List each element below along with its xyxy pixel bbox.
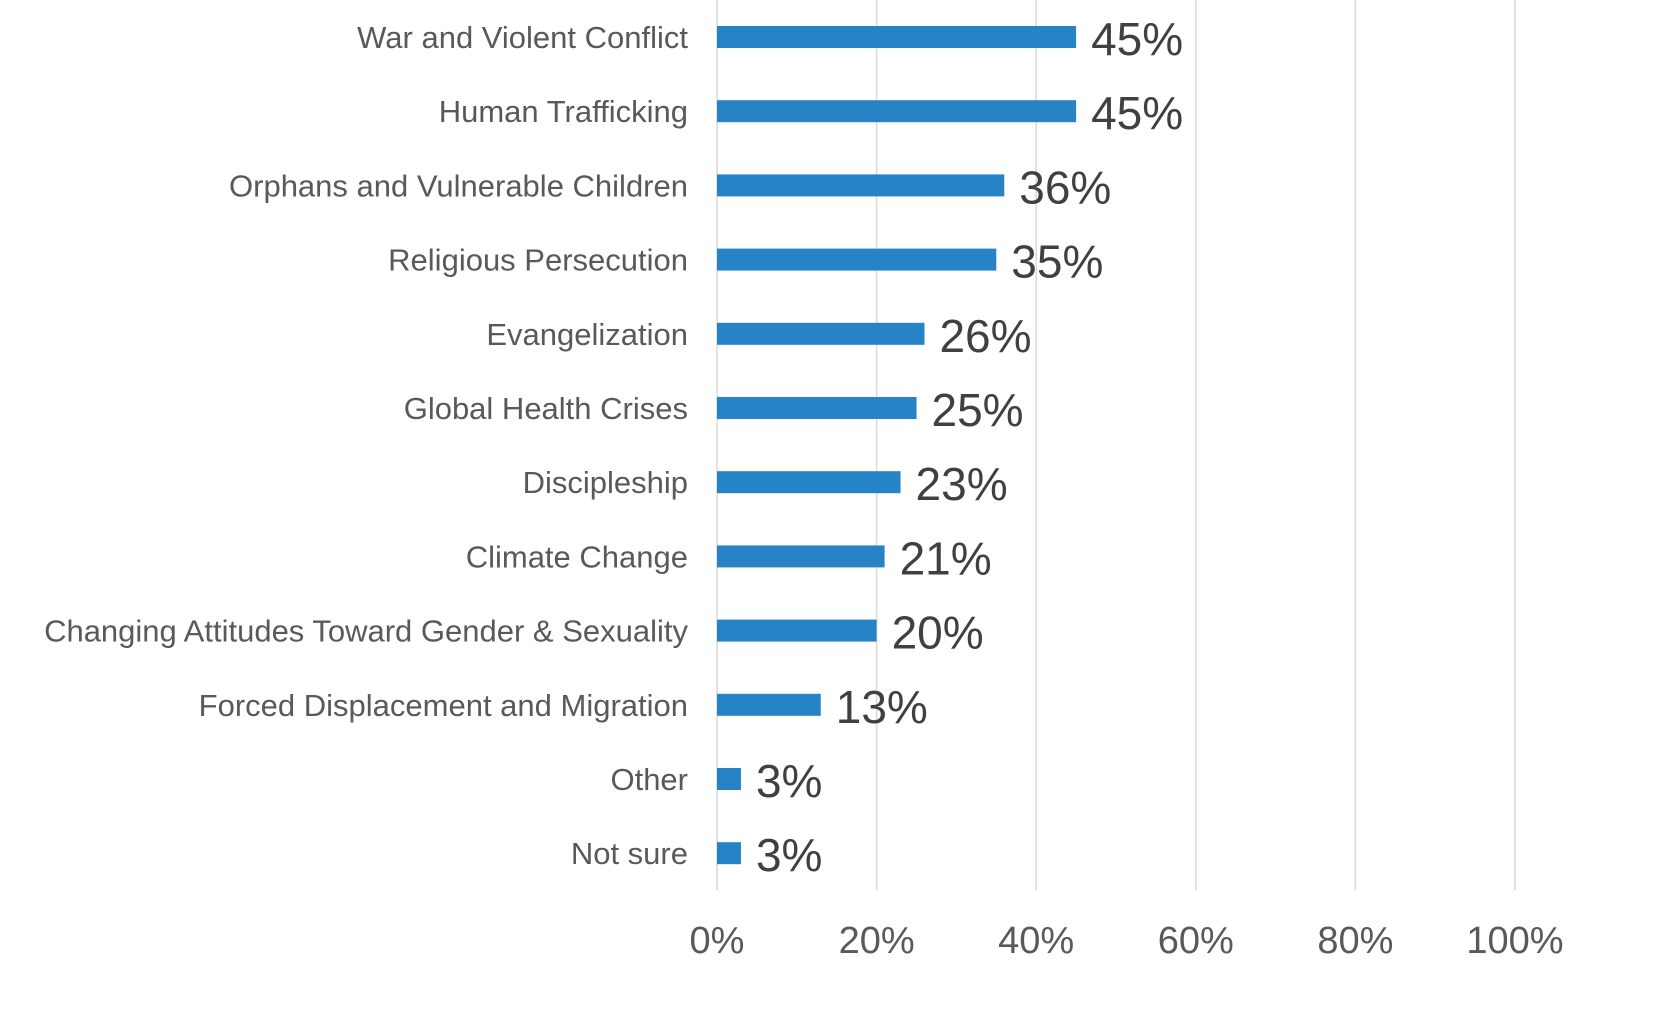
category-label: Other	[610, 762, 688, 797]
x-tick-label: 100%	[1466, 920, 1563, 962]
data-label: 21%	[900, 532, 992, 584]
x-tick-label: 60%	[1158, 920, 1234, 962]
category-label: War and Violent Conflict	[357, 20, 688, 55]
bar	[717, 768, 741, 790]
category-label: Evangelization	[486, 317, 688, 352]
gridlines	[716, 0, 1516, 890]
data-label: 35%	[1011, 236, 1103, 288]
data-label: 3%	[756, 755, 822, 807]
category-label: Changing Attitudes Toward Gender & Sexua…	[44, 614, 688, 649]
bar	[717, 248, 997, 271]
data-label: 26%	[939, 310, 1031, 362]
data-label: 36%	[1019, 161, 1111, 213]
category-label: Not sure	[571, 836, 688, 871]
data-label: 45%	[1091, 13, 1183, 65]
category-labels: War and Violent Conflict Human Traffickin…	[44, 20, 688, 871]
bar	[717, 322, 925, 345]
data-label: 25%	[932, 384, 1024, 436]
data-label: 3%	[756, 829, 822, 881]
data-label: 20%	[892, 607, 984, 659]
x-tick-label: 0%	[690, 920, 745, 962]
data-label: 23%	[916, 458, 1008, 510]
category-label: Global Health Crises	[404, 391, 688, 426]
data-label: 45%	[1091, 87, 1183, 139]
category-label: Human Trafficking	[439, 94, 688, 129]
bar	[717, 693, 821, 716]
x-tick-label: 20%	[839, 920, 915, 962]
category-label: Discipleship	[523, 465, 688, 500]
bar	[717, 619, 877, 642]
x-axis-tick-labels: 0% 20% 40% 60% 80% 100%	[690, 920, 1564, 962]
data-label: 13%	[836, 681, 928, 733]
bar	[717, 842, 741, 865]
category-label: Climate Change	[466, 539, 688, 574]
category-label: Orphans and Vulnerable Children	[229, 168, 688, 203]
x-tick-label: 80%	[1317, 920, 1393, 962]
bars	[717, 26, 1077, 865]
bar	[717, 26, 1077, 48]
bar	[717, 100, 1077, 123]
bar	[717, 397, 917, 419]
bar	[717, 471, 901, 494]
bar	[717, 545, 885, 568]
category-label: Religious Persecution	[388, 243, 688, 278]
x-tick-label: 40%	[998, 920, 1074, 962]
category-label: Forced Displacement and Migration	[199, 688, 688, 723]
bar	[717, 174, 1005, 197]
value-labels: 45% 45% 36% 35% 26% 25% 23% 21% 20% 13% 3% 3%	[756, 13, 1183, 881]
